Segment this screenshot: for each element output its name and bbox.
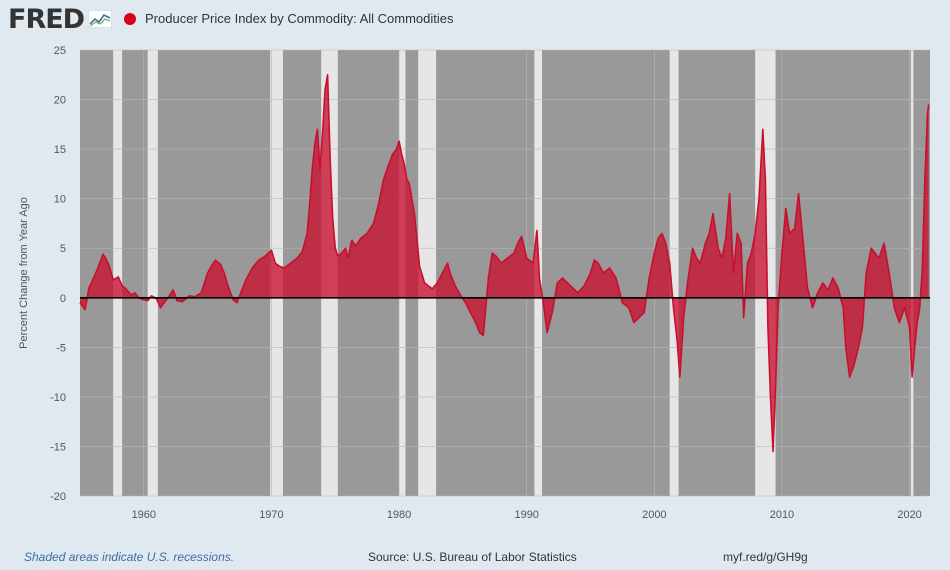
x-tick-label: 2010 [770, 509, 794, 521]
x-tick-label: 1980 [387, 509, 411, 521]
x-tick-label: 2000 [642, 509, 666, 521]
y-axis-ticks: 25 20 15 10 5 0 -5 -10 -15 -20 [50, 45, 66, 503]
y-axis-label: Percent Change from Year Ago [18, 197, 30, 349]
grid-lines [80, 49, 930, 497]
x-tick-label: 2020 [897, 509, 921, 521]
x-axis-ticks: 1960 1970 1980 1990 2000 2010 2020 [132, 509, 922, 521]
x-tick-label: 1960 [132, 509, 156, 521]
recession-band [147, 50, 158, 496]
legend-series-title: Producer Price Index by Commodity: All C… [145, 11, 454, 26]
y-tick-label: -20 [50, 491, 66, 503]
x-tick-label: 1990 [514, 509, 538, 521]
y-tick-label: 20 [54, 95, 66, 107]
recession-band [113, 50, 123, 496]
source-note: Source: U.S. Bureau of Labor Statistics [368, 550, 577, 564]
series-line [79, 73, 930, 453]
y-tick-label: 25 [54, 45, 66, 57]
fred-logo-graph-icon [88, 10, 112, 28]
y-tick-label: 10 [54, 194, 66, 206]
series-area [80, 74, 929, 452]
y-tick-label: 0 [60, 293, 66, 305]
legend-marker [124, 13, 136, 25]
x-tick-label: 1970 [259, 509, 283, 521]
recession-band [669, 50, 679, 496]
y-tick-label: -10 [50, 392, 66, 404]
chart-header: FRED Producer Price Index by Commodity: … [0, 0, 950, 40]
y-tick-label: 15 [54, 144, 66, 156]
y-tick-label: -5 [56, 342, 66, 354]
short-link[interactable]: myf.red/g/GH9g [723, 550, 808, 564]
recession-band [910, 50, 914, 496]
y-tick-label: -15 [50, 441, 66, 453]
recession-band [418, 50, 437, 496]
fred-logo[interactable]: FRED [8, 4, 85, 35]
recession-note: Shaded areas indicate U.S. recessions. [24, 550, 235, 564]
y-tick-label: 5 [60, 243, 66, 255]
